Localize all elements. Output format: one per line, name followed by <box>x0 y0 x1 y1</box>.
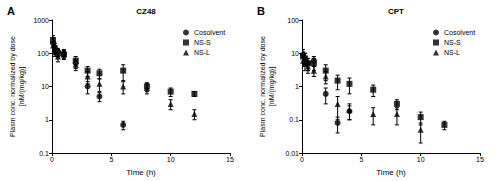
svg-text:5: 5 <box>109 156 113 163</box>
svg-text:10: 10 <box>167 156 175 163</box>
svg-text:CZ48: CZ48 <box>136 7 156 16</box>
svg-text:Plasm conc. normalized by dose: Plasm conc. normalized by dose <box>9 36 17 137</box>
svg-text:[nM/(mg/kg)]: [nM/(mg/kg)] <box>18 67 26 106</box>
svg-text:Cosolvent: Cosolvent <box>194 29 225 36</box>
svg-text:NS-S: NS-S <box>194 39 211 46</box>
svg-text:10: 10 <box>291 50 299 57</box>
svg-text:1: 1 <box>295 83 299 90</box>
svg-text:Time (h): Time (h) <box>376 168 406 177</box>
svg-text:0.01: 0.01 <box>285 150 299 157</box>
svg-text:10: 10 <box>41 83 49 90</box>
svg-text:[nM/(mg/kg)]: [nM/(mg/kg)] <box>268 67 276 106</box>
svg-text:0.1: 0.1 <box>39 150 49 157</box>
svg-text:100: 100 <box>287 17 299 24</box>
svg-text:15: 15 <box>476 156 484 163</box>
svg-text:1000: 1000 <box>33 17 49 24</box>
svg-text:100: 100 <box>37 50 49 57</box>
svg-text:Time (h): Time (h) <box>126 168 156 177</box>
svg-text:Cosolvent: Cosolvent <box>444 29 475 36</box>
svg-text:1: 1 <box>45 116 49 123</box>
svg-text:NS-L: NS-L <box>194 49 210 56</box>
svg-text:CPT: CPT <box>388 7 404 16</box>
svg-text:0: 0 <box>300 156 304 163</box>
svg-text:A: A <box>7 5 15 17</box>
svg-text:0.1: 0.1 <box>289 116 299 123</box>
svg-text:0: 0 <box>50 156 54 163</box>
svg-text:10: 10 <box>417 156 425 163</box>
svg-text:15: 15 <box>226 156 234 163</box>
svg-text:Plasm conc. normalized by dose: Plasm conc. normalized by dose <box>259 36 267 137</box>
svg-text:NS-L: NS-L <box>444 49 460 56</box>
svg-text:B: B <box>257 5 265 17</box>
svg-text:5: 5 <box>359 156 363 163</box>
svg-text:NS-S: NS-S <box>444 39 461 46</box>
